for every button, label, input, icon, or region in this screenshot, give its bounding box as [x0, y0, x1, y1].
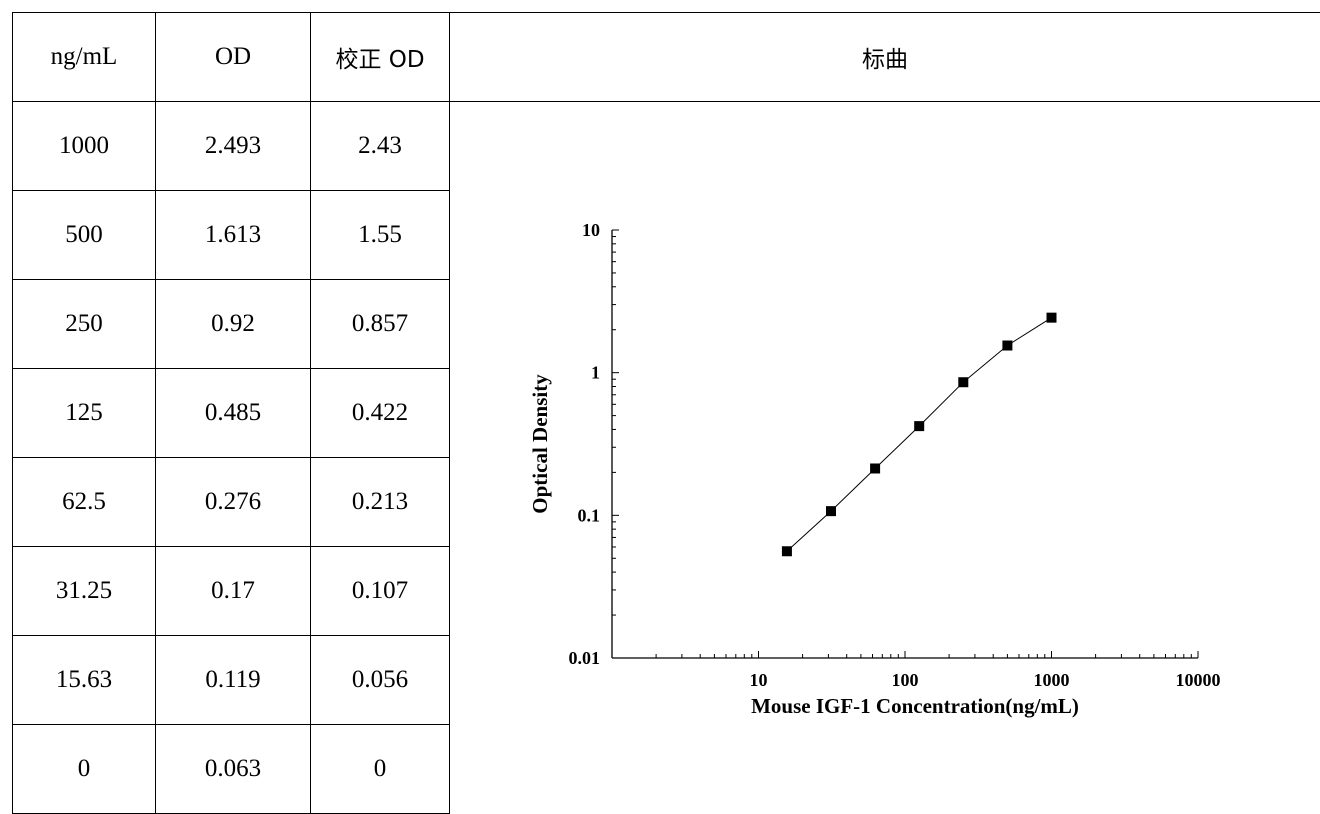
cell-corrected-od: 0.107 [311, 547, 450, 636]
cell-concentration: 125 [13, 369, 156, 458]
cell-concentration: 0 [13, 725, 156, 814]
header-od: OD [156, 13, 311, 102]
header-corrected-od-label: 校正 OD [335, 47, 424, 73]
cell-od: 0.119 [156, 636, 311, 725]
standard-curve-chart: 10 100 1000 10000 0.01 0.1 1 10 Mouse IGF-1 Conc… [450, 102, 1320, 805]
y-tick-label: 1 [591, 363, 600, 383]
x-tick-label: 10 [750, 670, 768, 690]
cell-od: 2.493 [156, 102, 311, 191]
header-corrected-od: 校正 OD [311, 13, 450, 102]
data-point [1047, 313, 1057, 323]
data-point [826, 506, 836, 516]
header-row: ng/mL OD 校正 OD 标曲 [13, 13, 1320, 102]
y-tick-label: 10 [582, 220, 600, 240]
data-point [914, 421, 924, 431]
cell-corrected-od: 0.056 [311, 636, 450, 725]
data-point [1002, 341, 1012, 351]
cell-concentration: 250 [13, 280, 156, 369]
cell-corrected-od: 0 [311, 725, 450, 814]
cell-od: 0.17 [156, 547, 311, 636]
x-tick-label: 10000 [1176, 670, 1221, 690]
cell-corrected-od: 1.55 [311, 191, 450, 280]
chart-cell: 10 100 1000 10000 0.01 0.1 1 10 Mouse IGF-1 Conc… [450, 102, 1320, 814]
cell-concentration: 31.25 [13, 547, 156, 636]
cell-concentration: 62.5 [13, 458, 156, 547]
series-line [787, 318, 1052, 552]
x-tick-label: 1000 [1034, 670, 1070, 690]
cell-corrected-od: 0.857 [311, 280, 450, 369]
cell-od: 1.613 [156, 191, 311, 280]
header-concentration: ng/mL [13, 13, 156, 102]
cell-corrected-od: 0.213 [311, 458, 450, 547]
y-tick-label: 0.01 [569, 648, 601, 668]
cell-od: 0.276 [156, 458, 311, 547]
header-standard-curve: 标曲 [450, 13, 1320, 102]
y-tick-label: 0.1 [578, 505, 601, 525]
cell-corrected-od: 0.422 [311, 369, 450, 458]
cell-concentration: 1000 [13, 102, 156, 191]
x-axis-label: Mouse IGF-1 Concentration(ng/mL) [751, 694, 1079, 718]
cell-concentration: 15.63 [13, 636, 156, 725]
data-point [958, 377, 968, 387]
header-standard-curve-label: 标曲 [862, 47, 908, 73]
cell-od: 0.485 [156, 369, 311, 458]
y-axis-label: Optical Density [528, 374, 552, 514]
cell-od: 0.92 [156, 280, 311, 369]
data-point [870, 463, 880, 473]
data-point [782, 546, 792, 556]
cell-od: 0.063 [156, 725, 311, 814]
cell-concentration: 500 [13, 191, 156, 280]
x-tick-label: 100 [892, 670, 919, 690]
cell-corrected-od: 2.43 [311, 102, 450, 191]
